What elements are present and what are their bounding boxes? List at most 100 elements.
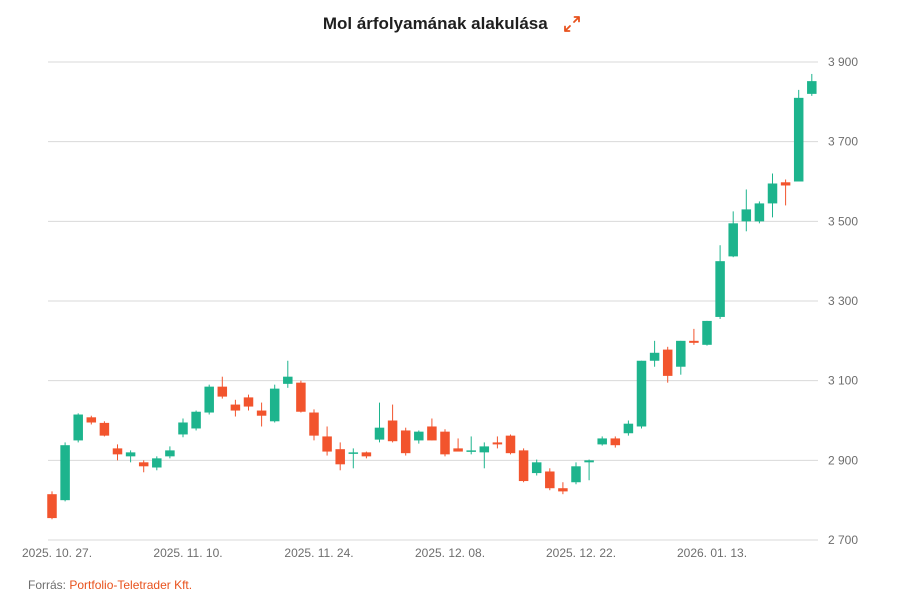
candle: [73, 413, 83, 443]
candle: [230, 399, 241, 417]
candle: [86, 415, 97, 425]
candle: [427, 418, 437, 441]
source-link[interactable]: Portfolio-Teletrader Kft.: [69, 578, 193, 592]
candle-body: [296, 382, 306, 412]
candle-body: [780, 182, 791, 186]
candle-body: [466, 450, 476, 452]
candle-body: [217, 386, 228, 397]
candle-body: [623, 423, 634, 434]
candle-body: [335, 449, 345, 465]
candle: [649, 340, 660, 367]
source-prefix: Forrás:: [28, 578, 67, 592]
candle: [558, 482, 568, 495]
candle-body: [73, 414, 83, 441]
source-line: Forrás: Portfolio-Teletrader Kft.: [28, 578, 192, 592]
candle: [400, 427, 411, 456]
x-tick-label: 2025. 11. 24.: [284, 546, 353, 560]
candle-body: [571, 466, 581, 483]
candle: [505, 434, 516, 455]
candle-body: [662, 349, 673, 376]
candle: [662, 346, 673, 383]
candle-body: [597, 438, 607, 445]
candle-body: [545, 471, 555, 489]
candle: [479, 442, 490, 469]
candle: [466, 436, 476, 455]
candle: [60, 442, 70, 502]
candle-body: [269, 388, 280, 422]
candle-body: [518, 450, 529, 482]
candle-body: [505, 435, 516, 454]
candle-body: [584, 460, 594, 463]
candle: [112, 444, 123, 461]
candle-body: [374, 427, 385, 440]
candle-body: [479, 446, 490, 453]
candle-body: [165, 450, 175, 457]
candle-body: [230, 404, 241, 411]
candle-body: [427, 426, 437, 441]
candle-body: [531, 462, 542, 474]
candle-body: [348, 452, 359, 454]
candle: [545, 468, 555, 491]
x-tick-label: 2025. 12. 08.: [415, 546, 485, 560]
candle: [597, 436, 607, 446]
candle-body: [754, 203, 765, 222]
candle-body: [689, 340, 699, 343]
candle: [780, 179, 791, 206]
candle: [296, 380, 306, 413]
candle-body: [387, 420, 398, 442]
candle: [610, 436, 621, 448]
candle-body: [414, 431, 424, 441]
candle: [702, 320, 712, 346]
x-tick-label: 2025. 10. 27.: [22, 546, 92, 560]
x-tick-label: 2025. 11. 10.: [153, 546, 222, 560]
candle-body: [125, 452, 136, 457]
candle: [715, 245, 725, 319]
gridlines: [48, 61, 818, 541]
candle-body: [610, 438, 621, 446]
candle-body: [361, 452, 372, 457]
candle-body: [649, 352, 660, 361]
y-tick-label: 3 700: [828, 135, 858, 149]
candle-body: [322, 436, 332, 452]
candle: [676, 340, 686, 375]
candle: [793, 89, 804, 182]
candle-body: [741, 209, 752, 222]
candle-body: [204, 386, 214, 413]
chart-header: Mol árfolyamának alakulása: [0, 14, 905, 34]
candle-body: [138, 462, 149, 467]
candle: [99, 421, 110, 437]
candle-body: [715, 261, 725, 317]
candle: [283, 360, 293, 388]
y-tick-label: 3 100: [828, 374, 858, 388]
x-axis-ticks: 2025. 10. 27. 2025. 11. 10. 2025. 11. 24. 2…: [22, 546, 747, 560]
candle-body: [453, 448, 463, 452]
candle: [584, 459, 594, 481]
candle: [322, 426, 332, 456]
candle-body: [702, 320, 712, 345]
candle-body: [400, 430, 411, 454]
candle: [440, 429, 450, 457]
candle-body: [47, 494, 57, 519]
candle-body: [793, 97, 804, 182]
candle: [414, 430, 424, 444]
candle: [754, 201, 765, 224]
y-axis-ticks: 2 700 2 900 3 100 3 300 3 500 3 700 3 900: [828, 55, 858, 547]
expand-icon[interactable]: [562, 14, 582, 34]
candle: [361, 451, 372, 459]
chart-title: Mol árfolyamának alakulása: [322, 14, 548, 33]
candle-body: [152, 458, 162, 468]
candle-body: [440, 431, 450, 455]
candle: [138, 460, 149, 473]
candle-body: [558, 488, 568, 492]
candle: [531, 459, 542, 476]
candle-body: [99, 422, 110, 436]
candle: [47, 491, 57, 520]
y-tick-label: 3 900: [828, 55, 858, 69]
candle: [636, 360, 647, 429]
candle: [152, 456, 162, 471]
candle-body: [767, 183, 778, 204]
candle: [178, 418, 188, 438]
y-tick-label: 2 900: [828, 453, 858, 467]
y-tick-label: 2 700: [828, 533, 858, 547]
